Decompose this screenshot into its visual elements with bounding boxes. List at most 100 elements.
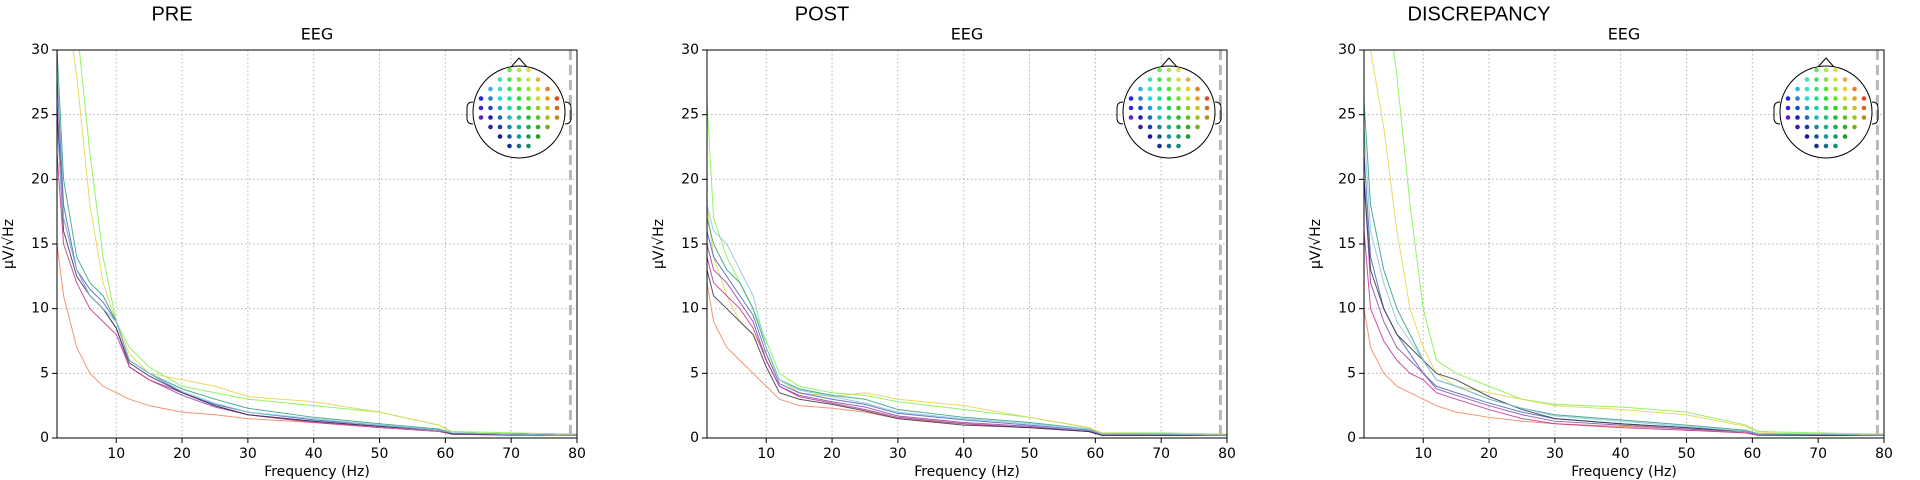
sensor-dot bbox=[1823, 96, 1829, 101]
sensor-dot bbox=[1833, 143, 1838, 149]
sensor-dot bbox=[526, 134, 531, 139]
x-tick-label: 70 bbox=[1809, 446, 1827, 462]
sensor-dot bbox=[1833, 105, 1838, 111]
y-tick-label: 30 bbox=[1338, 42, 1356, 58]
sensor-dot bbox=[1195, 86, 1200, 92]
sensor-dot bbox=[497, 105, 503, 111]
sensor-dot bbox=[516, 77, 522, 82]
x-tick-label: 70 bbox=[502, 446, 520, 462]
sensor-dot bbox=[1795, 86, 1800, 92]
sensor-dot bbox=[507, 86, 512, 92]
sensor-dot bbox=[1147, 77, 1153, 82]
sensor-dot bbox=[1833, 115, 1838, 120]
sensor-dot bbox=[1785, 96, 1791, 101]
sensor-dot bbox=[526, 115, 531, 120]
y-tick-label: 30 bbox=[31, 42, 49, 58]
sensor-dot bbox=[497, 77, 503, 82]
x-tick-label: 50 bbox=[1021, 446, 1039, 462]
sensor-dot bbox=[516, 105, 522, 111]
sensor-dot bbox=[1833, 77, 1838, 82]
sensor-dot bbox=[1166, 77, 1172, 82]
y-tick-label: 15 bbox=[1338, 236, 1356, 252]
sensor-dot bbox=[1785, 105, 1791, 111]
sensor-dot bbox=[1157, 96, 1162, 101]
sensor-inset bbox=[466, 57, 572, 159]
x-tick-label: 80 bbox=[1875, 446, 1893, 462]
panel: DISCREPANCY EEG 0 5 10 15 20 25 30 10 20 30 40 50 60 70… bbox=[1308, 3, 1893, 480]
sensor-dot bbox=[1842, 124, 1848, 130]
sensor-dot bbox=[1147, 96, 1153, 101]
sensor-dot bbox=[1185, 124, 1191, 130]
sensor-dot bbox=[1176, 134, 1181, 139]
sensor-dot bbox=[1166, 105, 1172, 111]
head-ear bbox=[1214, 101, 1222, 125]
sensor-dot bbox=[1814, 115, 1819, 120]
x-tick-label: 30 bbox=[889, 446, 907, 462]
sensor-dot bbox=[1823, 105, 1829, 111]
x-tick-label: 50 bbox=[1678, 446, 1696, 462]
psd-line bbox=[1364, 153, 1884, 436]
sensor-dot bbox=[1814, 143, 1819, 149]
psd-line bbox=[57, 153, 577, 436]
sensor-dot bbox=[507, 115, 512, 120]
sensor-dot bbox=[1185, 86, 1191, 92]
y-tick-label: 20 bbox=[1338, 171, 1356, 187]
sensor-dot bbox=[1195, 115, 1200, 120]
panel-title: POST bbox=[795, 3, 849, 25]
sensor-dot bbox=[1166, 86, 1172, 92]
sensor-inset bbox=[1116, 57, 1222, 159]
sensor-dot bbox=[535, 77, 541, 82]
sensor-dot bbox=[1138, 96, 1143, 101]
panel-title: PRE bbox=[151, 3, 192, 25]
psd-line bbox=[707, 205, 1227, 436]
sensor-dot bbox=[1833, 124, 1838, 130]
psd-line bbox=[57, 114, 577, 436]
sensor-dot bbox=[1185, 134, 1191, 139]
sensor-dot bbox=[1147, 124, 1153, 130]
sensor-dot bbox=[1804, 77, 1810, 82]
psd-line bbox=[1364, 179, 1884, 436]
sensor-dot bbox=[1823, 67, 1829, 73]
sensor-dot bbox=[1128, 96, 1134, 101]
sensor-dot bbox=[1176, 105, 1181, 111]
sensor-dot bbox=[488, 86, 493, 92]
sensor-dot bbox=[507, 77, 512, 82]
sensor-dot bbox=[1814, 96, 1819, 101]
sensor-dot bbox=[1861, 96, 1867, 101]
x-tick-label: 20 bbox=[1480, 446, 1498, 462]
sensor-dot bbox=[1195, 105, 1200, 111]
sensor-dot bbox=[1814, 134, 1819, 139]
sensor-dot bbox=[507, 143, 512, 149]
sensor-dot bbox=[1795, 124, 1800, 130]
sensor-dot bbox=[1138, 105, 1143, 111]
sensor-dot bbox=[1852, 124, 1857, 130]
y-tick-label: 5 bbox=[690, 365, 699, 381]
sensor-dot bbox=[1157, 77, 1162, 82]
sensor-dot bbox=[526, 124, 531, 130]
sensor-dot bbox=[526, 105, 531, 111]
sensor-dot bbox=[1166, 67, 1172, 73]
y-tick-label: 25 bbox=[31, 107, 49, 123]
y-tick-label: 5 bbox=[40, 365, 49, 381]
sensor-dot bbox=[1138, 115, 1143, 120]
sensor-dot bbox=[497, 86, 503, 92]
y-tick-label: 20 bbox=[681, 171, 699, 187]
psd-line bbox=[1364, 179, 1884, 436]
sensor-dot bbox=[1166, 124, 1172, 130]
axes-frame bbox=[1363, 49, 1885, 439]
sensor-dot bbox=[1204, 115, 1210, 120]
panel: POST EEG 0 5 10 15 20 25 30 10 20 30 40 50 60 70 80 Frequ… bbox=[651, 3, 1236, 480]
x-tick-label: 50 bbox=[371, 446, 389, 462]
sensor-dot bbox=[1166, 143, 1172, 149]
x-axis-label: Frequency (Hz) bbox=[264, 464, 370, 480]
x-tick-label: 40 bbox=[955, 446, 973, 462]
sensor-dot bbox=[488, 124, 493, 130]
y-axis-label: µV/√Hz bbox=[1308, 219, 1324, 269]
sensor-dot bbox=[545, 105, 550, 111]
sensor-dot bbox=[1804, 124, 1810, 130]
sensor-dot bbox=[1147, 134, 1153, 139]
sensor-dot bbox=[1176, 115, 1181, 120]
sensor-dot bbox=[1823, 115, 1829, 120]
sensor-dot bbox=[545, 86, 550, 92]
psd-line bbox=[1364, 127, 1884, 436]
